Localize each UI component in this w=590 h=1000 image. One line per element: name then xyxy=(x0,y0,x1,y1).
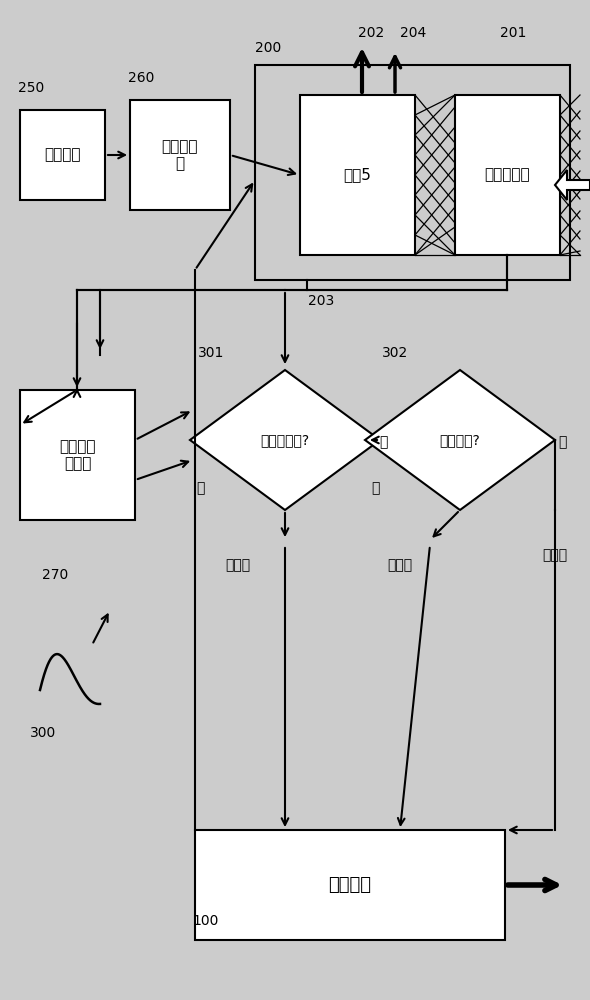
Text: 100: 100 xyxy=(192,914,218,928)
Text: 是: 是 xyxy=(371,481,379,495)
Text: 否: 否 xyxy=(379,435,387,449)
Bar xyxy=(20,110,105,200)
Text: 阀门5: 阀门5 xyxy=(343,167,372,182)
Text: 202: 202 xyxy=(358,26,384,40)
Text: 250: 250 xyxy=(18,81,44,95)
Text: 301: 301 xyxy=(198,346,224,360)
Text: 203: 203 xyxy=(308,294,335,308)
Text: 是: 是 xyxy=(196,481,204,495)
Text: 吸入气源: 吸入气源 xyxy=(329,876,372,894)
Text: 可调整增
幅: 可调整增 幅 xyxy=(162,139,198,171)
Bar xyxy=(300,95,415,255)
Bar xyxy=(455,95,560,255)
Text: 204: 204 xyxy=(400,26,426,40)
Text: 流＞最小?: 流＞最小? xyxy=(440,433,480,447)
Bar xyxy=(255,65,570,280)
Bar xyxy=(20,390,135,520)
Polygon shape xyxy=(555,170,590,200)
Text: 302: 302 xyxy=(382,346,408,360)
Text: 压力＜目标?: 压力＜目标? xyxy=(260,433,310,447)
Text: 压力传感器: 压力传感器 xyxy=(485,167,530,182)
Text: 减小流: 减小流 xyxy=(388,558,412,572)
Text: 260: 260 xyxy=(128,71,155,85)
Text: 200: 200 xyxy=(255,41,281,55)
Text: 最小流: 最小流 xyxy=(542,548,568,562)
Polygon shape xyxy=(365,370,555,510)
Text: 270: 270 xyxy=(42,568,68,582)
Text: 增大流: 增大流 xyxy=(225,558,251,572)
Bar xyxy=(130,100,230,210)
Text: 目标压力
调整器: 目标压力 调整器 xyxy=(59,439,96,471)
Text: 201: 201 xyxy=(500,26,526,40)
Text: 否: 否 xyxy=(558,435,566,449)
Polygon shape xyxy=(190,370,380,510)
Bar xyxy=(195,830,505,940)
Text: 生理信号: 生理信号 xyxy=(44,147,81,162)
Text: 300: 300 xyxy=(30,726,56,740)
